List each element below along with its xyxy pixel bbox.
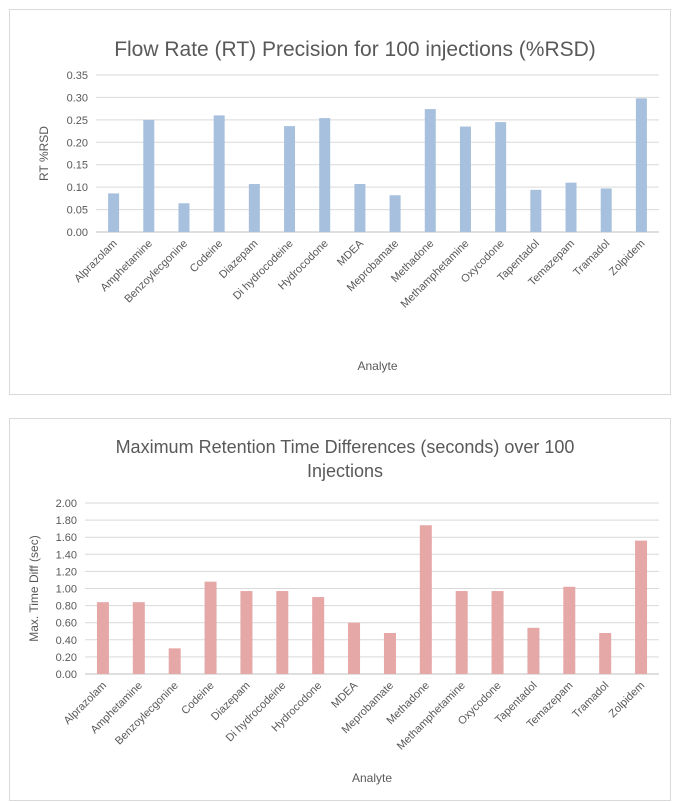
rt-precision-chart: Flow Rate (RT) Precision for 100 injecti… xyxy=(9,9,671,395)
bar-zolpidem xyxy=(635,540,648,674)
bar-alprazolam xyxy=(108,193,120,232)
chart-title-line-1: Maximum Retention Time Differences (seco… xyxy=(116,437,575,457)
y-tick-label: 0.80 xyxy=(56,601,77,613)
max-rt-diff-chart: Maximum Retention Time Differences (seco… xyxy=(9,418,671,801)
max-rt-diff-chart-svg: Maximum Retention Time Differences (seco… xyxy=(27,437,659,785)
y-tick-label: 0.35 xyxy=(67,70,88,82)
bar-diazepam xyxy=(240,591,253,674)
x-tick-label: Zolpidem xyxy=(607,680,647,720)
bar-methamphetamine xyxy=(459,126,471,232)
y-tick-label: 0.20 xyxy=(67,137,88,149)
x-tick-label: Zolpidem xyxy=(607,238,647,278)
bar-oxycodone xyxy=(491,591,504,674)
y-tick-label: 1.60 xyxy=(56,532,77,544)
x-tick-label: Tramadol xyxy=(570,680,611,721)
y-tick-label: 0.00 xyxy=(56,669,77,681)
bar-diazepam xyxy=(248,184,260,232)
y-tick-label: 0.05 xyxy=(67,205,88,217)
x-tick-label: Methamphetamine xyxy=(395,680,468,753)
bar-meprobamate xyxy=(383,632,396,674)
bar-methadone xyxy=(424,109,436,232)
bar-methadone xyxy=(419,525,432,674)
y-tick-label: 1.00 xyxy=(56,584,77,596)
bar-di-hydrocodeine xyxy=(276,591,289,674)
bar-di-hydrocodeine xyxy=(284,126,296,232)
y-tick-label: 1.20 xyxy=(56,566,77,578)
bar-zolpidem xyxy=(635,98,647,232)
y-tick-label: 0.60 xyxy=(56,618,77,630)
chart-title-line-2: Injections xyxy=(307,461,383,481)
y-axis-title: Max. Time Diff (sec) xyxy=(27,535,41,641)
rt-precision-chart-svg: Flow Rate (RT) Precision for 100 injecti… xyxy=(37,38,659,373)
y-tick-label: 1.40 xyxy=(56,549,77,561)
bar-codeine xyxy=(213,115,225,232)
y-tick-label: 1.80 xyxy=(56,515,77,527)
x-tick-label: MDEA xyxy=(329,679,360,710)
y-axis-title: RT %RSD xyxy=(37,126,51,181)
bar-tramadol xyxy=(600,188,612,232)
bar-oxycodone xyxy=(495,122,507,232)
bar-methamphetamine xyxy=(455,591,468,674)
bar-temazepam xyxy=(563,586,576,674)
x-axis-title: Analyte xyxy=(352,771,392,785)
bar-hydrocodone xyxy=(312,597,325,674)
bar-amphetamine xyxy=(132,602,145,674)
bar-alprazolam xyxy=(96,602,109,674)
bar-hydrocodone xyxy=(319,118,331,232)
bar-amphetamine xyxy=(143,119,155,232)
x-tick-label: Benzoylecgonine xyxy=(113,680,181,748)
y-tick-label: 0.00 xyxy=(67,227,88,239)
bar-tramadol xyxy=(599,632,612,674)
bar-tapentadol xyxy=(527,627,540,674)
bar-benzoylecgonine xyxy=(178,203,190,232)
bar-meprobamate xyxy=(389,195,401,232)
y-tick-label: 0.30 xyxy=(67,92,88,104)
bar-codeine xyxy=(204,581,217,674)
x-tick-label: Di hydrocodeine xyxy=(231,238,296,303)
x-tick-label: Benzoylecgonine xyxy=(122,238,190,306)
y-tick-label: 0.40 xyxy=(56,635,77,647)
x-axis-title: Analyte xyxy=(357,359,397,373)
x-tick-label: Tramadol xyxy=(571,238,612,279)
bar-temazepam xyxy=(565,182,577,232)
x-tick-label: MDEA xyxy=(335,237,366,268)
y-tick-label: 2.00 xyxy=(56,498,77,510)
bar-benzoylecgonine xyxy=(168,648,181,674)
y-tick-label: 0.20 xyxy=(56,652,77,664)
y-tick-label: 0.25 xyxy=(67,115,88,127)
bar-mdea xyxy=(348,622,361,674)
chart-title: Flow Rate (RT) Precision for 100 injecti… xyxy=(114,38,596,61)
bar-mdea xyxy=(354,184,366,232)
y-tick-label: 0.15 xyxy=(67,160,88,172)
y-tick-label: 0.10 xyxy=(67,182,88,194)
bar-tapentadol xyxy=(530,189,542,232)
